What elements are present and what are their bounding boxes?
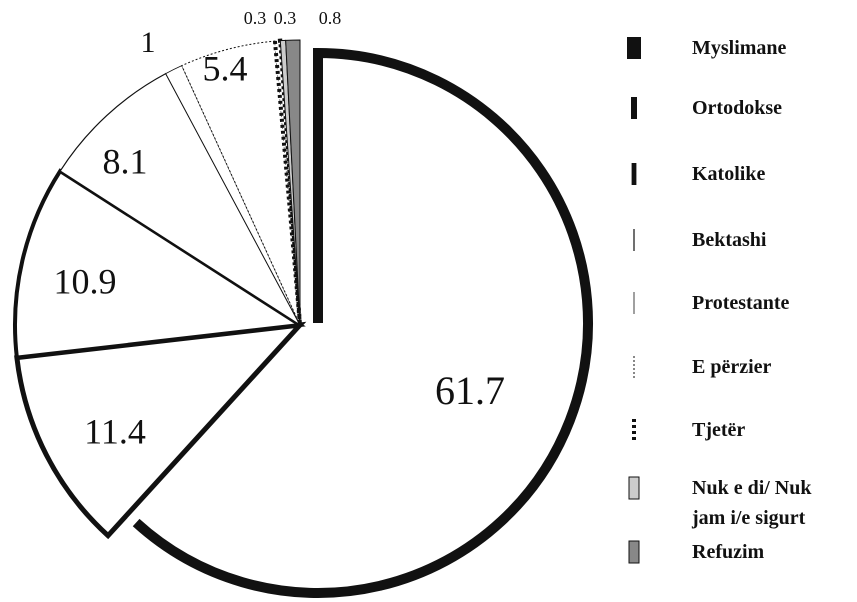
legend-swatch	[628, 540, 640, 564]
pie-slice	[59, 72, 302, 327]
pie-slice	[285, 39, 301, 326]
legend-label: Refuzim	[692, 541, 765, 563]
data-label: 0.8	[319, 8, 342, 28]
legend-label: Protestante	[692, 292, 790, 314]
legend-label: E përzier	[692, 356, 772, 378]
pie-slice	[181, 40, 301, 326]
data-label: 0.3	[244, 8, 267, 28]
data-label: 0.3	[274, 8, 297, 28]
legend-label: Nuk e di/ Nuk jam i/e sigurt	[692, 477, 812, 529]
legend-label: Katolike	[692, 163, 766, 185]
data-label: 11.4	[84, 411, 146, 451]
legend-label: Myslimane	[692, 37, 787, 59]
slice-outline	[132, 47, 593, 598]
data-label: 1	[141, 26, 156, 59]
pie-slice	[13, 168, 306, 360]
data-label: 10.9	[54, 261, 117, 301]
data-label: 5.4	[203, 48, 248, 88]
legend-label: Tjetër	[692, 419, 746, 441]
legend-label: Ortodokse	[692, 97, 782, 119]
data-label: 8.1	[103, 141, 148, 181]
legend-label: Bektashi	[692, 229, 767, 251]
legend-swatch	[628, 476, 640, 500]
data-label: 61.7	[435, 368, 505, 413]
pie-slice	[14, 321, 307, 540]
pie-slice	[136, 53, 589, 593]
